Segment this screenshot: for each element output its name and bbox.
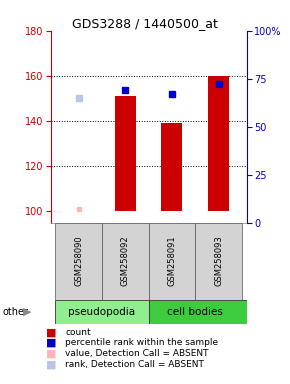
- Text: ■: ■: [46, 359, 56, 369]
- Text: GSM258093: GSM258093: [214, 236, 223, 286]
- Text: value, Detection Call = ABSENT: value, Detection Call = ABSENT: [65, 349, 209, 358]
- Bar: [149, 300, 246, 324]
- Bar: [208, 76, 229, 212]
- Text: cell bodies: cell bodies: [167, 307, 223, 317]
- Text: pseudopodia: pseudopodia: [68, 307, 136, 317]
- Bar: [55, 223, 102, 300]
- Bar: [55, 300, 149, 324]
- Text: ▶: ▶: [23, 307, 32, 317]
- Text: ■: ■: [46, 327, 56, 337]
- Text: count: count: [65, 328, 91, 337]
- Text: ■: ■: [46, 349, 56, 359]
- Text: GSM258092: GSM258092: [121, 236, 130, 286]
- Bar: [195, 223, 242, 300]
- Text: GDS3288 / 1440500_at: GDS3288 / 1440500_at: [72, 17, 218, 30]
- Bar: [102, 223, 149, 300]
- Text: other: other: [3, 307, 29, 317]
- Text: percentile rank within the sample: percentile rank within the sample: [65, 338, 218, 348]
- Bar: [162, 123, 182, 212]
- Text: GSM258090: GSM258090: [74, 236, 83, 286]
- Text: ■: ■: [46, 338, 56, 348]
- Text: rank, Detection Call = ABSENT: rank, Detection Call = ABSENT: [65, 360, 204, 369]
- Text: GSM258091: GSM258091: [167, 236, 176, 286]
- Bar: [149, 223, 195, 300]
- Bar: [115, 96, 136, 212]
